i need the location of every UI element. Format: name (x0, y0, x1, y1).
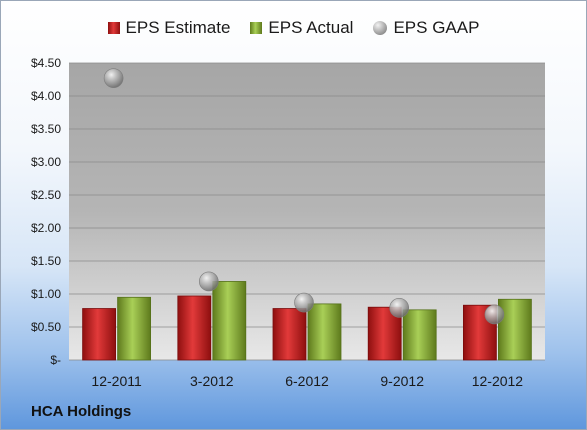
legend-label-eps-estimate: EPS Estimate (125, 18, 231, 37)
bar-eps-estimate-6-2012 (272, 308, 307, 361)
legend-item-eps-gaap: EPS GAAP (373, 18, 479, 38)
y-tick-label: $2.50 (31, 188, 61, 202)
y-axis: $4.50 $4.00 $3.50 $3.00 $2.50 $2.00 $1.50 $1.00… (31, 56, 61, 367)
y-tick-label: $2.00 (31, 221, 61, 235)
bar-eps-estimate-3-2012 (177, 295, 212, 361)
y-tick-label: $1.00 (31, 287, 61, 301)
y-tick-label: $4.00 (31, 89, 61, 103)
x-tick-label: 12-2011 (91, 373, 142, 389)
gaap-points (103, 68, 505, 325)
y-tick-label: $3.50 (31, 122, 61, 136)
legend-label-eps-gaap: EPS GAAP (393, 18, 480, 37)
bar-eps-actual-12-2011 (117, 296, 151, 361)
x-tick-label: 9-2012 (380, 373, 424, 389)
bar-eps-actual-6-2012 (307, 303, 342, 361)
legend: EPS Estimate EPS Actual EPS GAAP (1, 18, 586, 38)
y-tick-label: $0.50 (31, 320, 61, 334)
company-name: HCA Holdings (31, 403, 132, 420)
x-tick-label: 3-2012 (190, 373, 234, 389)
x-tick-label: 12-2012 (472, 373, 524, 389)
bar-eps-actual-3-2012 (212, 281, 247, 361)
legend-item-eps-estimate: EPS Estimate (107, 18, 231, 38)
point-eps-gaap-9-2012 (389, 298, 410, 318)
x-tick-label: 6-2012 (285, 373, 329, 389)
legend-swatch-eps-actual (250, 22, 263, 34)
point-eps-gaap-12-2012 (484, 304, 505, 325)
bars (82, 281, 532, 361)
y-tick-label: $4.50 (31, 56, 61, 70)
legend-swatch-eps-estimate (107, 22, 120, 34)
point-eps-gaap-6-2012 (294, 292, 314, 313)
y-tick-label: $3.00 (31, 155, 61, 169)
legend-label-eps-actual: EPS Actual (268, 18, 354, 37)
legend-swatch-eps-gaap (373, 21, 388, 35)
legend-item-eps-actual: EPS Actual (250, 18, 353, 38)
x-axis: 12-2011 3-2012 6-2012 9-2012 12-2012 (91, 373, 523, 389)
point-eps-gaap-3-2012 (199, 271, 219, 292)
point-eps-gaap-12-2011 (103, 68, 124, 88)
bar-eps-estimate-12-2011 (82, 308, 116, 361)
y-tick-label: $1.50 (31, 254, 61, 268)
y-tick-label: $- (50, 353, 61, 367)
bar-eps-actual-12-2012 (497, 298, 532, 361)
bar-eps-actual-9-2012 (402, 309, 437, 361)
